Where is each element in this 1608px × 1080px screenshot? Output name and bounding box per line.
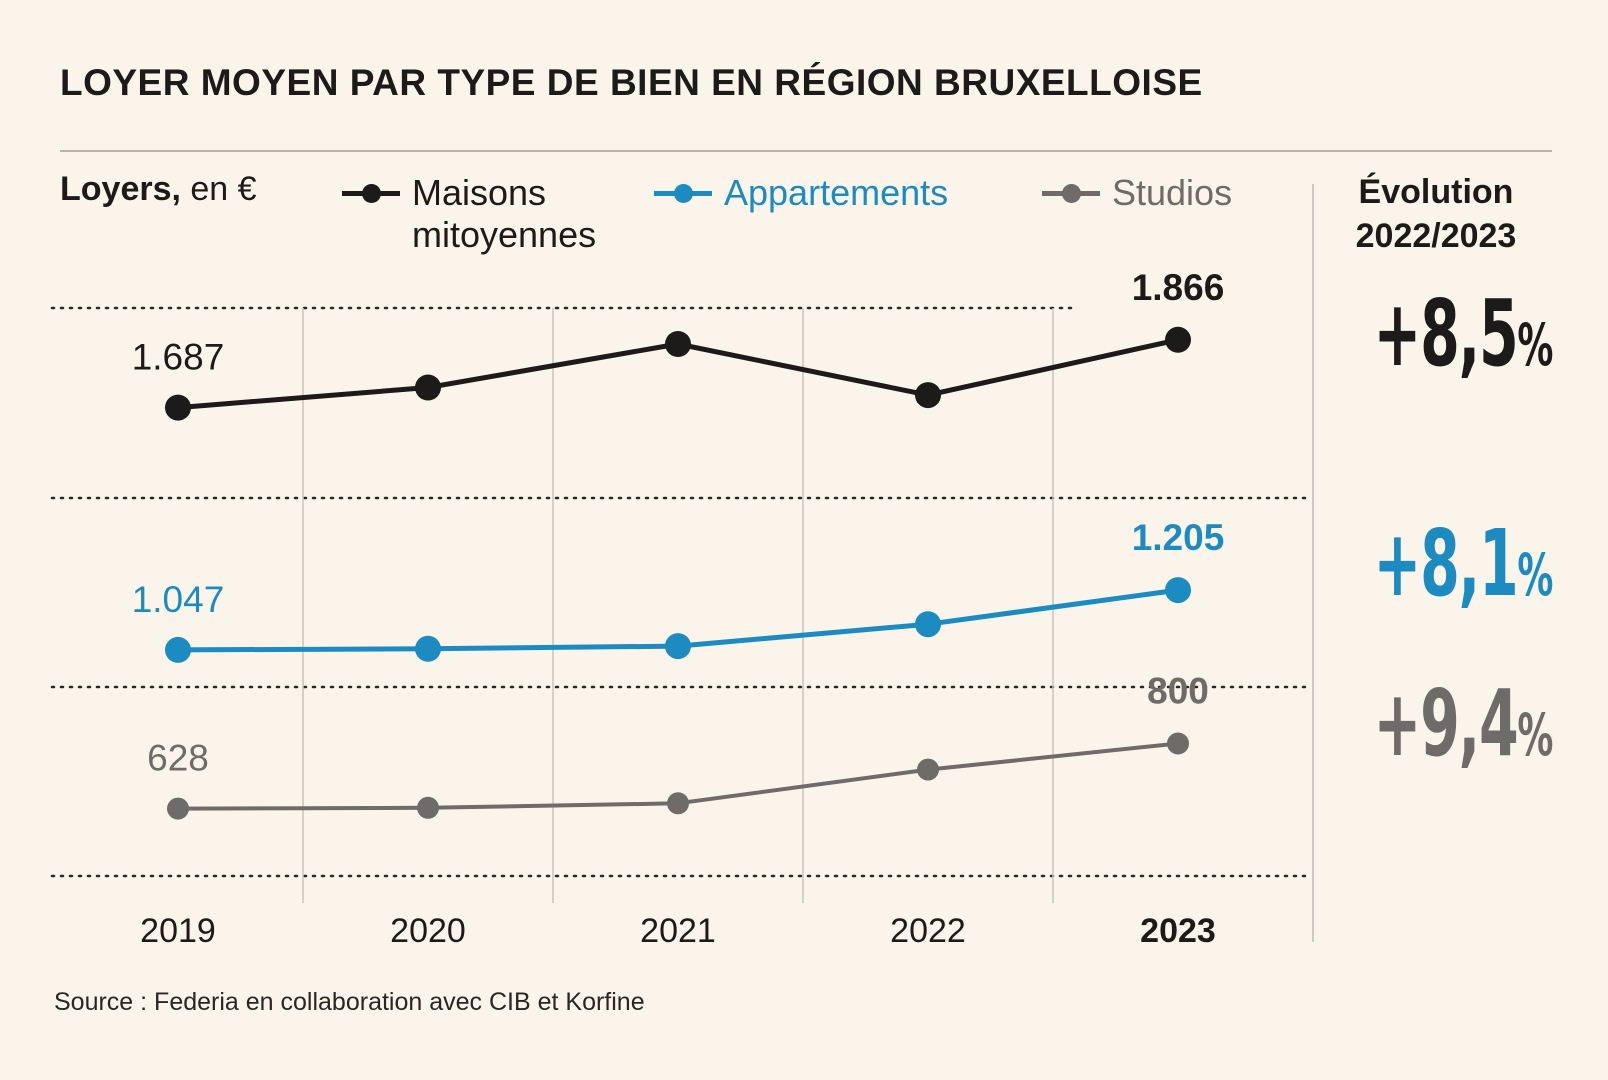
data-label: 1.205	[1132, 517, 1225, 558]
data-point	[665, 633, 691, 660]
evolution-header-line1: Évolution	[1358, 173, 1514, 211]
evolution-maisons: +8,5%	[1373, 280, 1553, 387]
title-divider	[60, 150, 1552, 152]
evolution-studios-number: +9,4	[1373, 670, 1518, 777]
evolution-appartements-number: +8,1	[1373, 510, 1518, 617]
chart-title: LOYER MOYEN PAR TYPE DE BIEN EN RÉGION B…	[60, 62, 1203, 103]
evolution-maisons-percent: %	[1517, 311, 1553, 379]
evolution-studios-percent: %	[1517, 701, 1553, 769]
data-point	[1165, 326, 1191, 353]
x-tick-label: 2023	[1140, 912, 1216, 950]
data-point	[417, 796, 439, 819]
legend-item-appartements: Appartements	[654, 172, 948, 214]
units-label-bold: Loyers,	[60, 170, 181, 208]
data-label: 628	[147, 738, 209, 779]
legend-label-appartements: Appartements	[724, 172, 949, 213]
evolution-header: Évolution 2022/2023	[1316, 170, 1556, 258]
x-tick-label: 2021	[640, 912, 716, 950]
data-point	[915, 611, 941, 638]
data-point	[917, 758, 939, 781]
data-point	[1167, 732, 1189, 755]
legend-marker-maisons	[342, 172, 400, 214]
units-label: Loyers, en €	[60, 170, 257, 209]
evolution-header-line2: 2022/2023	[1355, 217, 1517, 255]
data-label: 800	[1147, 671, 1209, 712]
data-point	[165, 394, 191, 421]
data-label: 1.866	[1132, 267, 1225, 308]
legend-label-maisons-line2: mitoyennes	[412, 214, 597, 255]
legend-marker-appartements	[654, 172, 712, 214]
x-tick-label: 2022	[890, 912, 966, 950]
data-point	[165, 636, 191, 663]
legend-marker-studios	[1042, 172, 1100, 214]
source-note: Source : Federia en collaboration avec C…	[54, 988, 645, 1016]
data-label: 1.047	[132, 579, 225, 620]
data-point	[1165, 577, 1191, 604]
data-point	[415, 635, 441, 662]
legend-item-maisons: Maisons mitoyennes	[342, 172, 596, 256]
units-label-rest: en €	[180, 170, 257, 208]
data-point	[665, 331, 691, 357]
evolution-studios: +9,4%	[1373, 670, 1553, 777]
data-point	[167, 797, 189, 820]
legend-label-studios: Studios	[1112, 172, 1233, 213]
data-point	[667, 792, 689, 815]
evolution-appartements-percent: %	[1517, 541, 1553, 609]
data-point	[415, 374, 441, 401]
x-tick-label: 2020	[390, 912, 466, 950]
legend-item-studios: Studios	[1042, 172, 1232, 214]
data-label: 1.687	[132, 337, 225, 378]
legend-label-maisons-line1: Maisons	[412, 172, 547, 213]
x-tick-label: 2019	[140, 912, 216, 950]
evolution-maisons-number: +8,5	[1373, 280, 1518, 387]
evolution-appartements: +8,1%	[1373, 510, 1553, 617]
evolution-separator	[1312, 184, 1314, 942]
data-point	[915, 382, 941, 409]
